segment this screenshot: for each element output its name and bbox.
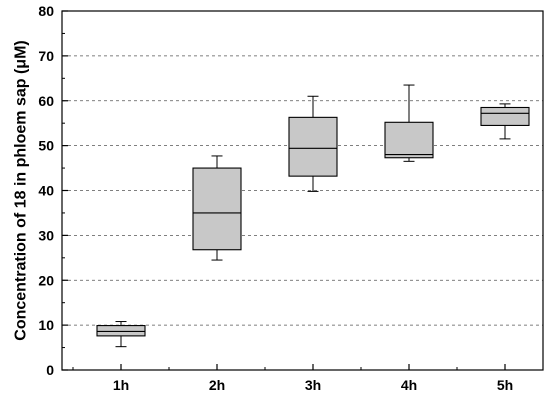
box-iqr [384, 121, 434, 159]
box-iqr [480, 106, 530, 126]
y-tick-label: 0 [46, 362, 54, 378]
box-iqr [96, 325, 146, 337]
y-tick-label: 50 [38, 138, 54, 154]
gridlines [62, 55, 543, 326]
axis-labels: Concentration of 18 in phloem sap (μM) 0… [13, 3, 514, 393]
y-tick-label: 70 [38, 48, 54, 64]
y-tick-label: 10 [38, 317, 54, 333]
box-1h [96, 321, 146, 348]
y-tick-label: 80 [38, 3, 54, 19]
y-tick-label: 30 [38, 227, 54, 243]
y-tick-label: 40 [38, 183, 54, 199]
y-tick-label: 20 [38, 272, 54, 288]
box-iqr [192, 167, 242, 251]
box-4h [384, 84, 434, 162]
axes [61, 10, 544, 371]
x-tick-label: 1h [113, 377, 129, 393]
box-3h [288, 95, 338, 192]
x-tick-label: 2h [209, 377, 225, 393]
box-5h [480, 103, 530, 140]
box-series [96, 84, 530, 348]
y-tick-label: 60 [38, 93, 54, 109]
x-tick-label: 5h [497, 377, 513, 393]
box-iqr [288, 116, 338, 177]
x-tick-label: 3h [305, 377, 321, 393]
box-2h [192, 155, 242, 261]
x-tick-label: 4h [401, 377, 417, 393]
y-axis-title: Concentration of 18 in phloem sap (μM) [13, 40, 30, 340]
